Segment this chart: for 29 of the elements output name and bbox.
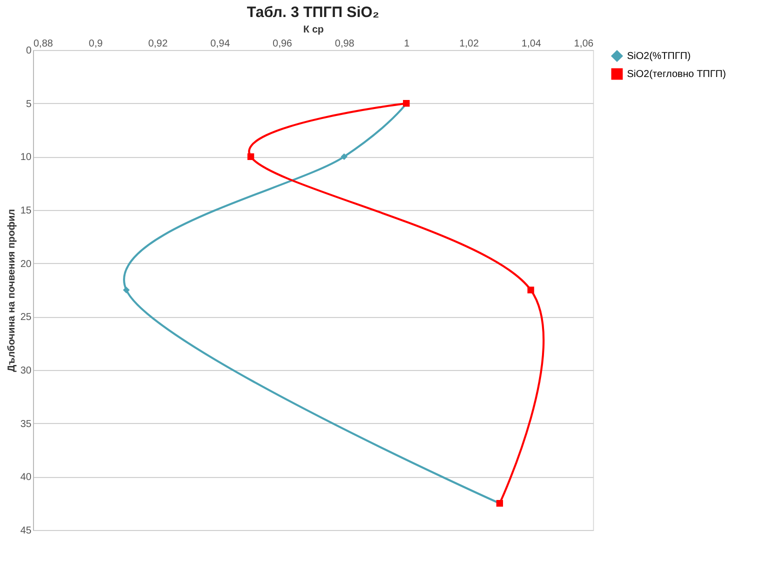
x-tick-label: 1,02 — [459, 38, 480, 50]
point — [527, 286, 534, 294]
x-tick-label: 0,98 — [334, 38, 355, 50]
point — [340, 153, 348, 160]
point — [247, 153, 254, 160]
y-tick-label: 45 — [20, 526, 32, 536]
y-tick-label: 0 — [26, 46, 32, 56]
chart-title: Табл. 3 ТПГП SiO₂ — [246, 4, 380, 21]
y-tick-label: 5 — [26, 98, 32, 110]
x-tick-label: 1,06 — [574, 38, 594, 50]
y-tick-label: 35 — [20, 418, 32, 430]
point — [122, 286, 130, 294]
y-tick-label: 25 — [20, 312, 32, 324]
y-tick-label: 20 — [20, 258, 32, 270]
y-tick-label: 10 — [20, 152, 32, 164]
y-tick-label: 15 — [20, 206, 32, 216]
x-tick-label: 1 — [404, 38, 410, 50]
y-axis-title: Дълбочина на почвения профил — [6, 209, 18, 372]
x-tick-label: 0,92 — [148, 38, 168, 50]
x-tick-label: 0,9 — [88, 38, 104, 50]
x-tick-label: 0,88 — [34, 38, 54, 50]
legend-label: SiO2(%ТПГП) — [627, 51, 691, 62]
y-tick-label: 30 — [20, 366, 32, 376]
y-tick-label: 40 — [20, 472, 32, 484]
x-tick-label: 1,04 — [522, 38, 542, 50]
x-axis-title: К ср — [303, 24, 324, 36]
x-tick-label: 0,96 — [272, 38, 293, 50]
x-tick-label: 0,94 — [210, 38, 230, 50]
legend-label: SiO2(тегловно ТПГП) — [627, 69, 726, 80]
